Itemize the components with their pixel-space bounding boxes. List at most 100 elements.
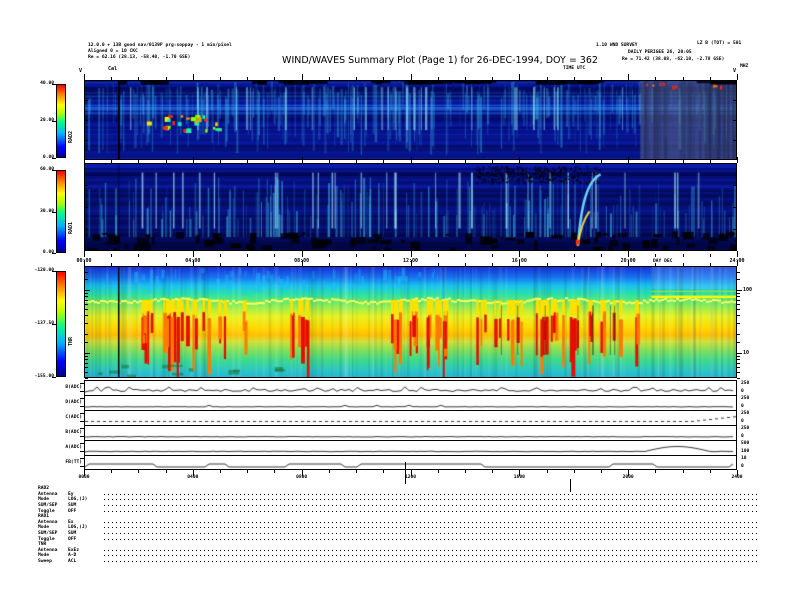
axis-tick [247,470,249,473]
colorbar-tick-label: 20.00 [40,118,54,123]
event-mark-2 [570,479,571,492]
legend-dot-leader [104,533,758,535]
axis-tick [111,470,113,473]
strip-line-canvas-5 [85,457,736,470]
axis-tick [492,254,494,257]
colorbar-tick-label: 0.00 [42,155,54,160]
axis-tick [192,251,194,257]
colorbar-tick-label: -155.00 [34,374,54,379]
legend-row: SUM/SEP SUM [38,503,758,509]
axis-tick [356,470,358,473]
bottom-tick-label: 0000 [78,475,90,480]
axis-tick [437,254,439,257]
time-tick-label: 00:00 [76,258,92,264]
legend-row: Mode LOG,(J) [38,497,758,503]
axis-tick [220,470,222,473]
colorbar-tick [52,377,56,378]
strip-right-label: 10 [741,456,747,461]
colorbar-tick-label: 0.00 [42,250,54,255]
legend-row: Antenna Ey [38,492,758,498]
strip-right-label: 250 [741,381,750,386]
header-right-line1a: 1.10 WND SURVEY [596,43,638,48]
legend-dot-leader [104,521,758,523]
axis-tick [383,470,385,473]
v-marker-right: V [733,68,737,74]
tnr-log-tick [737,353,742,355]
axis-tick [437,470,439,473]
legend-row: Mode LOG,(J) [38,525,758,531]
legend-block: RAD2 Antenna Ey Mode LOG,(J) SUM/SEP SUM Toggle… [38,486,758,564]
tnr-log-tick [85,378,88,379]
axis-tick [410,470,412,476]
tnr-log-tick [737,334,740,336]
colorbar-tick-label: 40.00 [40,81,54,86]
housekeeping-strips [84,380,737,470]
tnr-log-tick [737,293,740,295]
rad1-spectrogram [84,163,737,251]
header-left-line3: Re = 62.16 (28.13, -58.40, -1.70 GSE) [88,55,191,60]
tnr-spectrogram [84,266,737,378]
tnr-log-tick [737,366,740,368]
strip-label-3: B(ADC) [65,430,82,435]
legend-row: Antenna ExEz [38,548,758,554]
header-right-line3: Re = 71.42 (38.08, -62.10, -2.78 GSE) [622,57,725,62]
legend-dot-leader [104,493,758,495]
legend-dot-leader [104,499,758,501]
axis-tick [301,470,303,476]
time-tick-label: 20:00 [620,258,636,264]
time-tick-label: 16:00 [511,258,527,264]
strip-right-label: 250 [741,396,750,401]
axis-tick [573,254,575,257]
header-right-line1b: LZ B (TOT) = 501 [697,41,742,46]
legend-row: Sweep ACL [38,559,758,565]
axis-tick [301,251,303,257]
tnr-right-label: 100 [743,287,753,294]
axis-tick [192,470,194,476]
legend-header: RAD2 [38,486,50,492]
page-title: WIND/WAVES Summary Plot (Page 1) for 26-… [282,55,598,66]
legend-row: Toggle OFF [38,536,758,542]
strip-line-canvas-2 [85,412,736,425]
axis-tick [655,470,657,473]
axis-tick [737,260,738,266]
legend-dot-leader [104,538,758,540]
axis-tick [546,254,548,257]
axis-tick [628,251,630,257]
axis-tick [165,254,167,257]
rad2-heatmap-canvas [85,81,736,159]
strip-label-0: B(ADC) [65,385,82,390]
axis-tick [464,254,466,257]
axis-tick [383,254,385,257]
strip-right-label: 0 [741,389,744,394]
colorbar-tick [52,253,56,254]
strip-right-label: 0 [741,419,744,424]
strip-right-label: 250 [741,426,750,431]
tnr-log-tick [737,279,740,281]
colorbar-tick-label: -137.50 [34,321,54,326]
bottom-tick-label: 2400 [731,475,743,480]
legend-dot-leader [104,510,758,512]
axis-tick [247,254,249,257]
strip-line-canvas-0 [85,382,736,395]
tnr-log-tick [737,362,740,364]
legend-row: Mode A-D [38,553,758,559]
legend-dot-leader [104,555,758,557]
axis-tick [628,470,630,476]
strip-label-5: FB(TT) [65,460,82,465]
axis-tick [138,470,140,473]
legend-dot-leader [104,549,758,551]
axis-tick [709,254,711,257]
colorbar-tick [52,158,56,159]
legend-dot-leader [104,561,758,563]
colorbar-tick-label: 30.00 [40,208,54,214]
time-tick-label: 24:00 [729,258,745,264]
axis-tick [274,470,276,473]
axis-tick [328,470,330,473]
time-tick-label: 12:00 [402,258,419,264]
strip-label-1: D(ADC) [65,400,82,405]
axis-tick [682,254,684,257]
axis-tick [138,254,140,257]
legend-row: Antenna Ex [38,520,758,526]
axis-tick [84,251,85,257]
tnr-log-tick [737,359,740,361]
